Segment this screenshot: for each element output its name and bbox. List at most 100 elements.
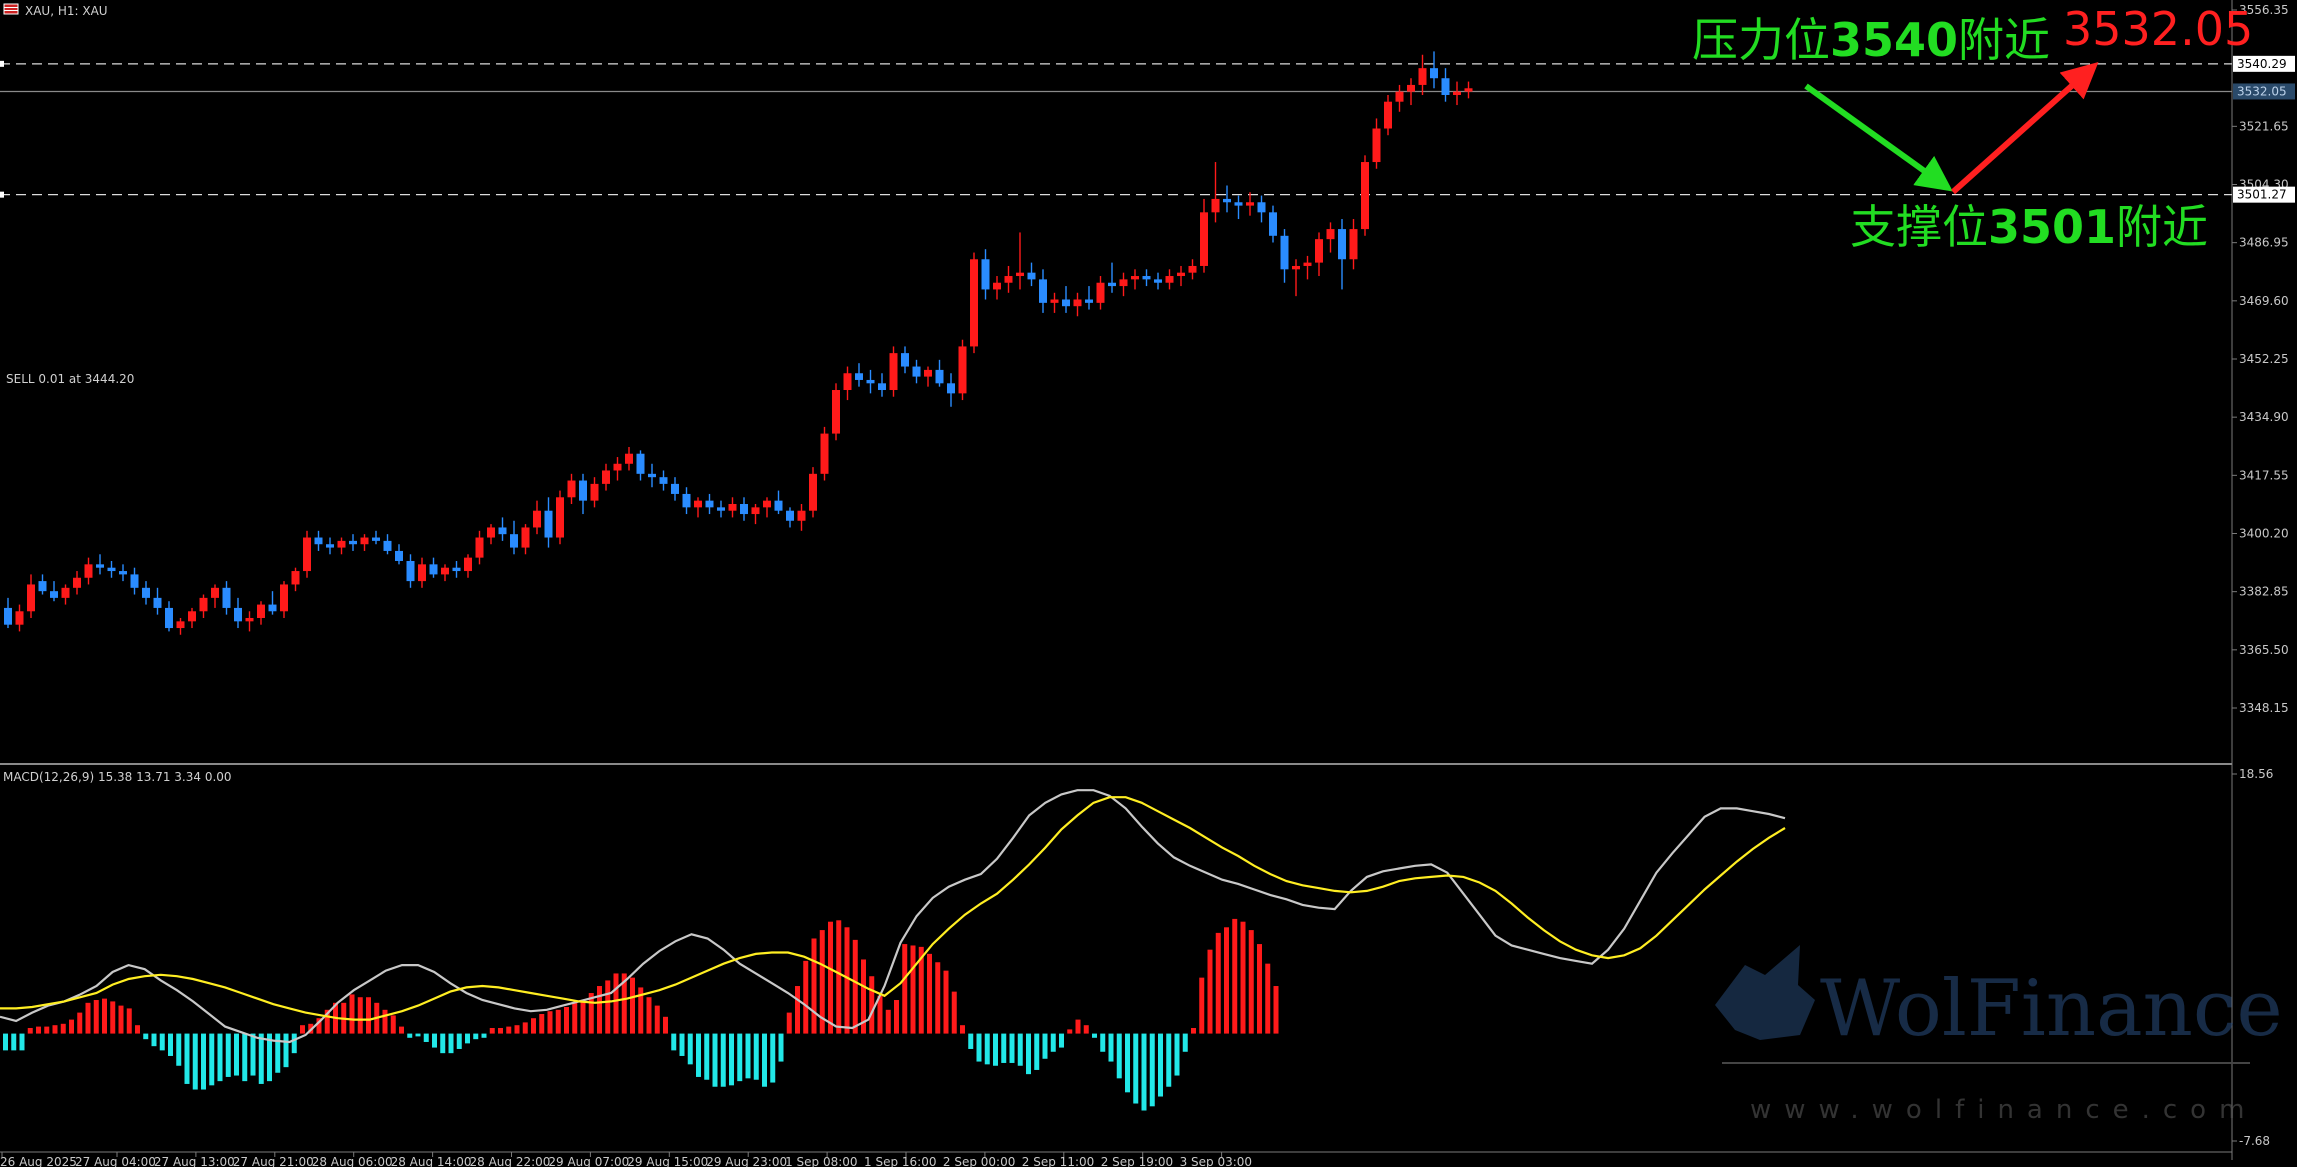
order-label[interactable]: SELL 0.01 at 3444.20 xyxy=(6,372,134,386)
time-tick-label: 28 Aug 06:00 xyxy=(312,1155,393,1167)
candle-body xyxy=(1315,239,1323,263)
macd-hist-bar xyxy=(217,1033,223,1082)
candle-body xyxy=(1119,279,1128,287)
candle-body xyxy=(176,621,185,629)
candle-body xyxy=(291,571,300,585)
macd-hist-bar xyxy=(951,991,957,1034)
macd-hist-bar xyxy=(539,1014,545,1034)
macd-hist-bar xyxy=(861,959,866,1034)
macd-hist-bar xyxy=(1240,921,1246,1034)
macd-hist-bar xyxy=(1273,986,1279,1034)
macd-line xyxy=(0,789,1786,1044)
candle-body xyxy=(4,607,12,625)
candle-body xyxy=(567,480,576,498)
candle-body xyxy=(728,503,737,511)
macd-hist-bar xyxy=(918,946,924,1034)
macd-hist-bar xyxy=(745,1033,751,1079)
macd-hist-bar xyxy=(968,1033,974,1049)
macd-hist-bar xyxy=(300,1025,305,1034)
macd-hist-bar xyxy=(630,977,635,1034)
candle-body xyxy=(1050,299,1059,303)
macd-hist-bar xyxy=(1026,1033,1031,1075)
macd-hist-bar xyxy=(506,1026,512,1034)
support-annotation: 支撑位3501附近 xyxy=(1850,200,2208,254)
macd-hist-bar xyxy=(283,1033,289,1068)
candle-body xyxy=(1269,212,1277,236)
candle-body xyxy=(751,507,760,515)
candle-body xyxy=(521,527,530,548)
candle-body xyxy=(958,346,967,394)
level-lines[interactable]: 3540.29 3501.27 3532.05 xyxy=(0,55,2295,203)
macd-hist-bar xyxy=(1141,1033,1147,1111)
candle-body xyxy=(418,564,426,582)
macd-axis: 18.56 -7.68 xyxy=(2232,767,2273,1148)
macd-hist-bar xyxy=(828,921,833,1034)
support-suffix: 附近 xyxy=(2116,200,2208,254)
macd-hist-bar xyxy=(927,953,932,1034)
macd-hist-bar xyxy=(729,1033,734,1086)
time-tick-label: 28 Aug 14:00 xyxy=(391,1155,472,1167)
candle-body xyxy=(1418,68,1427,85)
macd-hist-bar xyxy=(671,1033,677,1051)
macd-hist-bar xyxy=(36,1026,41,1034)
macd-hist-bar xyxy=(1215,932,1221,1034)
resistance-value: 3540 xyxy=(1830,13,1958,67)
price-tick-label: 3486.95 xyxy=(2239,236,2289,250)
macd-hist-bar xyxy=(415,1033,421,1037)
macd-hist-bar xyxy=(1133,1033,1139,1104)
macd-hist-bar xyxy=(19,1033,25,1051)
macd-hist-bar xyxy=(267,1033,272,1082)
candle-body xyxy=(452,567,461,572)
candle-body xyxy=(27,584,35,612)
candle-body xyxy=(1441,78,1450,95)
candle-body xyxy=(1142,276,1151,280)
macd-hist-bar xyxy=(778,1033,784,1062)
candle-body xyxy=(797,510,806,521)
candle-body xyxy=(924,369,932,377)
macd-hist-bar xyxy=(762,1033,767,1087)
candle-body xyxy=(705,500,714,508)
macd-hist-bar xyxy=(687,1033,693,1065)
candle-body xyxy=(383,540,392,551)
candle-body xyxy=(1372,128,1381,163)
macd-hist-bar xyxy=(324,1009,330,1034)
macd-hist-bar xyxy=(753,1033,759,1080)
macd-hist-bar xyxy=(250,1033,256,1076)
macd-hist-bar xyxy=(1001,1033,1007,1063)
candle-body xyxy=(843,373,852,391)
macd-hist-bar xyxy=(135,1025,140,1034)
candle-body xyxy=(1108,282,1116,287)
level-price-box xyxy=(2233,186,2295,203)
time-tick-label: 26 Aug 2025 xyxy=(0,1155,77,1167)
macd-hist-bar xyxy=(844,927,850,1034)
macd-hist-bar xyxy=(894,1000,899,1034)
candle-body xyxy=(1177,272,1185,277)
candle-body xyxy=(153,597,162,608)
macd-hist-bar xyxy=(1125,1033,1130,1093)
candle-body xyxy=(142,587,150,598)
candle-body xyxy=(981,259,990,290)
candle-body xyxy=(1464,88,1473,92)
macd-hist-bar xyxy=(357,997,363,1034)
price-tick-label: 3521.65 xyxy=(2239,119,2289,133)
macd-hist-bar xyxy=(77,1012,83,1034)
candlestick-series xyxy=(4,51,1473,635)
price-tick-label: 3434.90 xyxy=(2239,410,2289,424)
macd-hist-bar xyxy=(654,1005,660,1034)
macd-hist-bar xyxy=(176,1033,182,1066)
macd-hist-bar xyxy=(1075,1019,1081,1034)
macd-hist-bar xyxy=(1207,949,1213,1034)
candle-body xyxy=(61,587,70,598)
macd-hist-bar xyxy=(3,1033,8,1051)
watermark-url: www.wolfinance.com xyxy=(1750,1095,2257,1125)
candle-body xyxy=(475,537,484,558)
macd-hist-bar xyxy=(638,987,644,1034)
level-price-label: 3532.05 xyxy=(2237,84,2287,98)
macd-hist-bar xyxy=(275,1033,281,1073)
price-tick-label: 3348.15 xyxy=(2239,701,2289,715)
candle-body xyxy=(1234,202,1243,206)
candle-body xyxy=(84,564,93,578)
chart-header: XAU, H1: XAU xyxy=(3,3,108,18)
macd-hist-bar xyxy=(1257,944,1262,1034)
